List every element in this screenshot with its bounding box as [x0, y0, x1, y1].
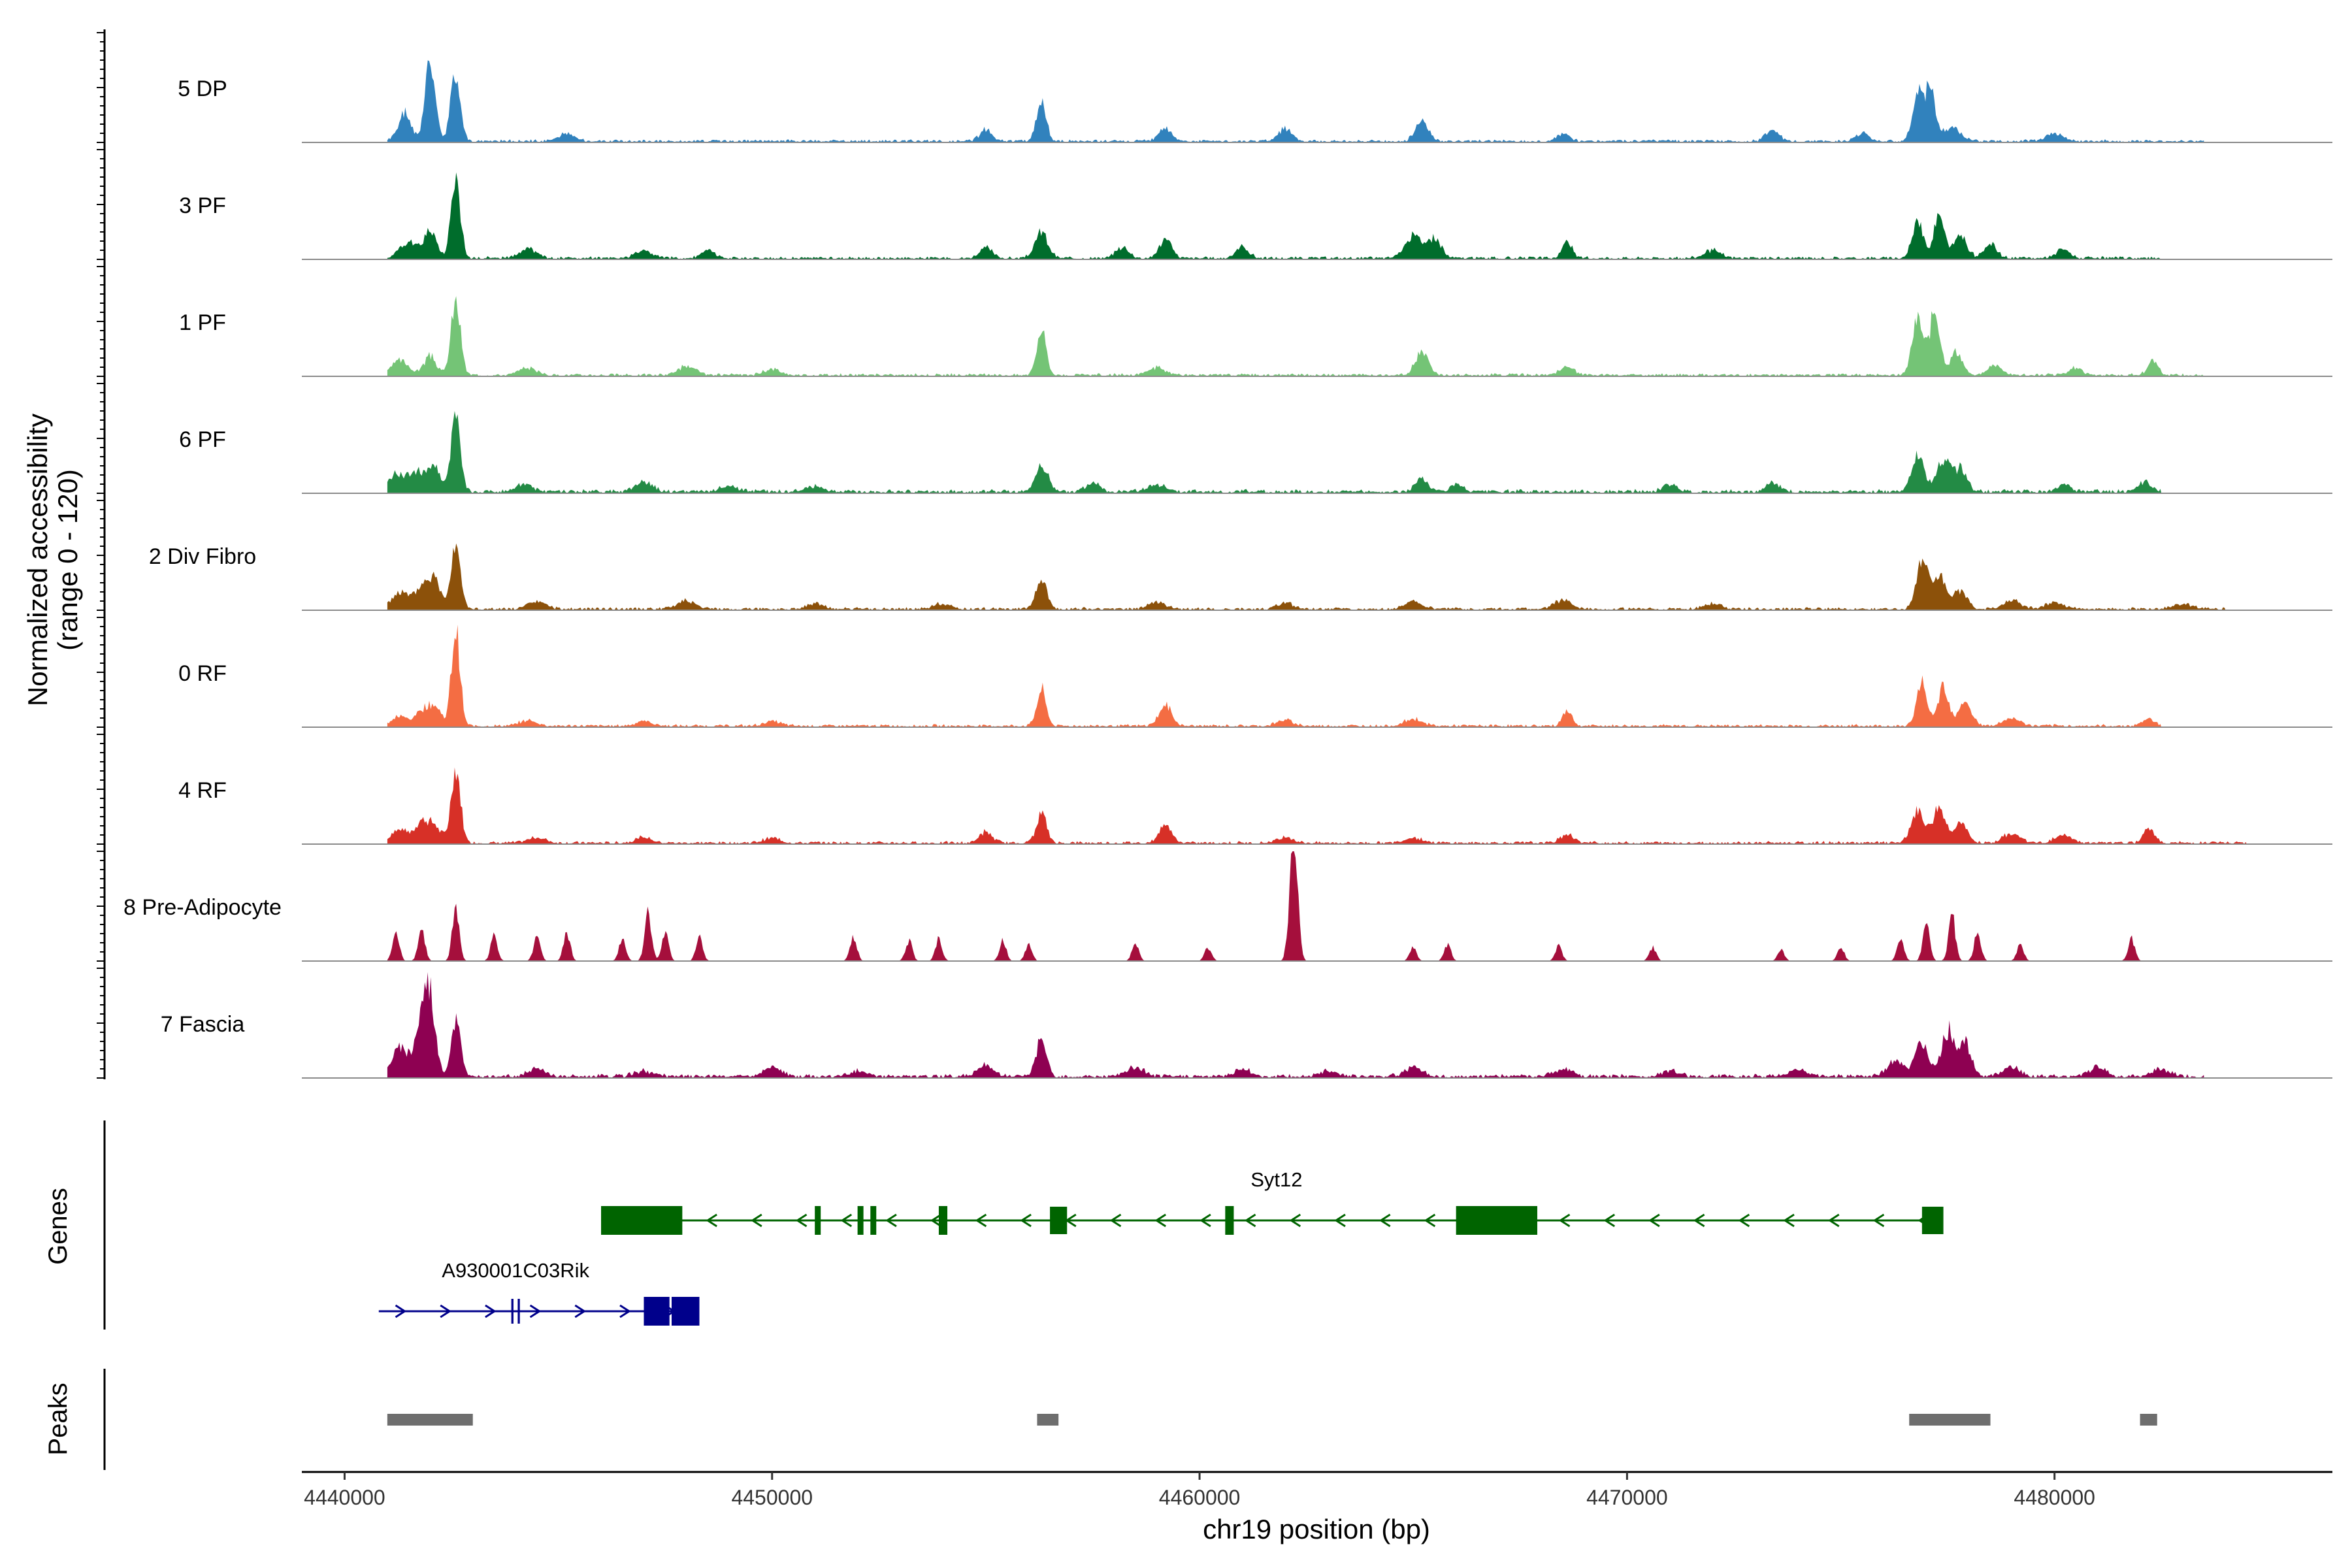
exon	[938, 1206, 948, 1235]
x-tick-label: 4480000	[2014, 1486, 2095, 1509]
exon	[511, 1299, 514, 1324]
x-tick-label: 4460000	[1159, 1486, 1241, 1509]
track-label: 8 Pre-Adipocyte	[123, 895, 282, 920]
x-tick-label: 4470000	[1586, 1486, 1668, 1509]
coverage-area	[387, 851, 2162, 961]
strand-chevron	[619, 1304, 631, 1318]
x-tick-label: 4440000	[304, 1486, 385, 1509]
coverage-area	[387, 411, 2162, 493]
strand-chevron	[840, 1213, 853, 1228]
exon	[1456, 1206, 1537, 1235]
x-axis-title: chr19 position (bp)	[1203, 1514, 1430, 1544]
coverage-area	[387, 60, 2204, 142]
coverage-area	[387, 625, 2162, 727]
strand-chevron	[1648, 1213, 1660, 1228]
genes-panel: Syt12 A930001C03Rik	[103, 1120, 1944, 1330]
strand-chevron	[1289, 1213, 1301, 1228]
track-label: 3 PF	[179, 193, 226, 218]
track-8: 8 Pre-Adipocyte	[123, 851, 2332, 962]
track-2: 3 PF	[179, 172, 2332, 260]
track-1: 5 DP	[178, 60, 2332, 143]
genes-panel-title: Genes	[44, 1188, 73, 1265]
exon	[815, 1206, 821, 1235]
strand-chevron	[1200, 1213, 1211, 1228]
strand-chevron	[1154, 1213, 1166, 1228]
strand-chevron	[1558, 1213, 1571, 1228]
strand-chevron	[706, 1213, 717, 1228]
y-axis-title-line2: (range 0 - 120)	[52, 469, 83, 651]
strand-chevron	[885, 1213, 897, 1228]
strand-chevron	[930, 1213, 942, 1228]
strand-chevron	[751, 1213, 762, 1228]
coverage-area	[387, 767, 2247, 844]
exon	[517, 1299, 520, 1324]
coverage-tracks: 5 DP 3 PF 1 PF 6 PF 2 Div Fibro 0 RF 4 RF 8 Pre…	[97, 29, 2332, 1079]
strand-chevron	[1783, 1213, 1795, 1228]
strand-chevron	[1379, 1213, 1391, 1228]
gene-Syt12: Syt12	[601, 1168, 1944, 1235]
coverage-area	[387, 972, 2204, 1078]
track-3: 1 PF	[179, 296, 2332, 377]
strand-chevron	[1872, 1213, 1885, 1228]
exon	[1050, 1207, 1068, 1234]
track-label: 1 PF	[179, 310, 226, 335]
track-7: 4 RF	[178, 767, 2332, 845]
strand-chevron	[1109, 1213, 1122, 1228]
x-tick-label: 4450000	[731, 1486, 813, 1509]
peaks-panel-title: Peaks	[44, 1382, 73, 1455]
strand-chevron	[975, 1213, 987, 1228]
track-label: 2 Div Fibro	[149, 544, 256, 569]
exon	[870, 1206, 877, 1235]
peak-region	[2140, 1414, 2157, 1426]
peak-region	[1037, 1414, 1059, 1426]
strand-chevron	[1334, 1213, 1346, 1228]
strand-chevron	[440, 1304, 451, 1318]
track-4: 6 PF	[179, 411, 2332, 494]
peak-region	[387, 1414, 473, 1426]
coverage-area	[387, 172, 2162, 259]
exon	[1921, 1207, 1944, 1234]
strand-chevron	[1424, 1213, 1436, 1228]
strand-chevron	[1738, 1213, 1750, 1228]
gene-label: A930001C03Rik	[442, 1259, 589, 1282]
track-label: 4 RF	[178, 778, 227, 803]
track-6: 0 RF	[178, 625, 2332, 728]
strand-chevron	[795, 1213, 808, 1228]
x-axis: 4440000 4450000 4460000 4470000 4480000	[302, 1471, 2332, 1509]
peak-region	[1909, 1414, 1991, 1426]
strand-chevron	[529, 1304, 542, 1318]
strand-chevron	[1020, 1213, 1032, 1228]
track-label: 5 DP	[178, 76, 227, 101]
track-label: 6 PF	[179, 427, 226, 452]
strand-chevron	[1827, 1213, 1840, 1228]
exon	[601, 1206, 683, 1235]
coverage-area	[387, 543, 2226, 610]
strand-chevron	[1693, 1213, 1705, 1228]
track-label: 0 RF	[178, 661, 227, 686]
peaks-panel	[103, 1369, 2157, 1470]
strand-chevron	[1244, 1213, 1256, 1228]
gene-A930001C03Rik: A930001C03Rik	[378, 1259, 700, 1326]
track-9: 7 Fascia	[161, 972, 2332, 1079]
exon	[644, 1297, 670, 1326]
track-label: 7 Fascia	[161, 1012, 245, 1037]
gene-label: Syt12	[1250, 1168, 1302, 1191]
strand-chevron	[395, 1304, 407, 1318]
exon	[857, 1206, 864, 1235]
exon	[671, 1297, 700, 1326]
strand-chevron	[1603, 1213, 1616, 1228]
strand-chevron	[485, 1304, 497, 1318]
track-5: 2 Div Fibro	[149, 543, 2332, 611]
coverage-area	[387, 296, 2204, 376]
exon	[1225, 1206, 1234, 1235]
strand-chevron	[574, 1304, 587, 1318]
y-axis-title-line1: Normalized accessibility	[22, 414, 53, 706]
